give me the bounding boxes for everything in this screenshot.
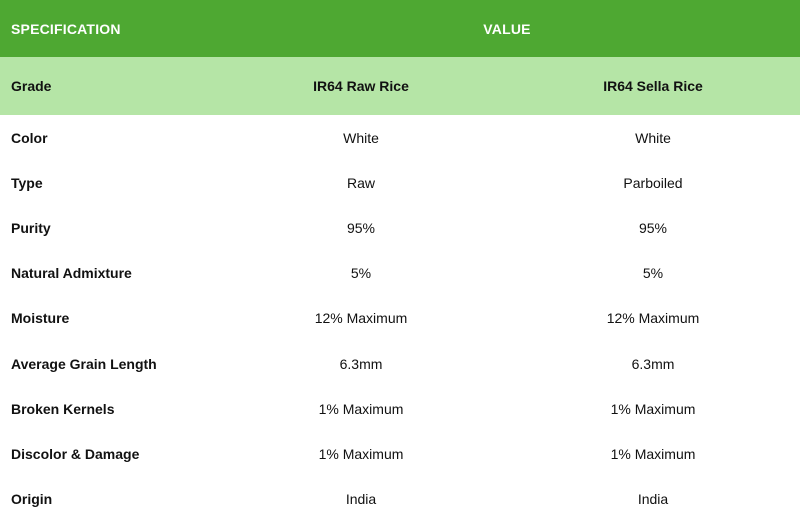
row-value-raw: 6.3mm xyxy=(339,355,383,372)
row-value-raw: 5% xyxy=(350,265,372,282)
table-row: Moisture 12% Maximum 12% Maximum xyxy=(0,296,800,341)
table-row: Origin India India xyxy=(0,477,800,522)
table-row: Purity 95% 95% xyxy=(0,205,800,250)
row-label: Broken Kernels xyxy=(11,400,115,417)
row-value-sella: 1% Maximum xyxy=(610,400,696,417)
row-value-sella: 5% xyxy=(642,265,664,282)
row-value-raw: White xyxy=(343,129,379,146)
row-label: Moisture xyxy=(11,310,70,327)
row-value-sella: 12% Maximum xyxy=(606,310,700,327)
row-value-sella: India xyxy=(637,491,669,508)
row-value-raw: 1% Maximum xyxy=(318,400,404,417)
row-label: Color xyxy=(11,129,48,146)
row-value-raw: 95% xyxy=(346,219,376,236)
table-row: Natural Admixture 5% 5% xyxy=(0,251,800,296)
row-value-sella: 6.3mm xyxy=(631,355,675,372)
table-header-row: SPECIFICATION VALUE xyxy=(0,0,800,57)
header-specification: SPECIFICATION xyxy=(11,20,121,37)
row-value-sella: 1% Maximum xyxy=(610,445,696,462)
grade-row: Grade IR64 Raw Rice IR64 Sella Rice xyxy=(0,57,800,115)
row-value-raw: 12% Maximum xyxy=(314,310,408,327)
row-value-sella: White xyxy=(635,129,671,146)
row-label: Purity xyxy=(11,219,51,236)
row-label: Natural Admixture xyxy=(11,265,132,282)
row-value-raw: India xyxy=(345,491,377,508)
table-row: Broken Kernels 1% Maximum 1% Maximum xyxy=(0,386,800,431)
row-value-raw: 1% Maximum xyxy=(318,445,404,462)
table-row: Color White White xyxy=(0,115,800,160)
row-label: Average Grain Length xyxy=(11,355,157,372)
table-row: Type Raw Parboiled xyxy=(0,160,800,205)
grade-sella-rice: IR64 Sella Rice xyxy=(603,78,703,94)
row-value-sella: Parboiled xyxy=(623,174,683,191)
grade-label: Grade xyxy=(11,78,52,94)
row-value-sella: 95% xyxy=(638,219,668,236)
table-row: Discolor & Damage 1% Maximum 1% Maximum xyxy=(0,431,800,476)
grade-raw-rice: IR64 Raw Rice xyxy=(313,78,409,94)
row-label: Discolor & Damage xyxy=(11,445,140,462)
row-value-raw: Raw xyxy=(346,174,376,191)
row-label: Origin xyxy=(11,491,53,508)
table-row: Average Grain Length 6.3mm 6.3mm xyxy=(0,341,800,386)
row-label: Type xyxy=(11,174,43,191)
header-value: VALUE xyxy=(483,20,531,37)
